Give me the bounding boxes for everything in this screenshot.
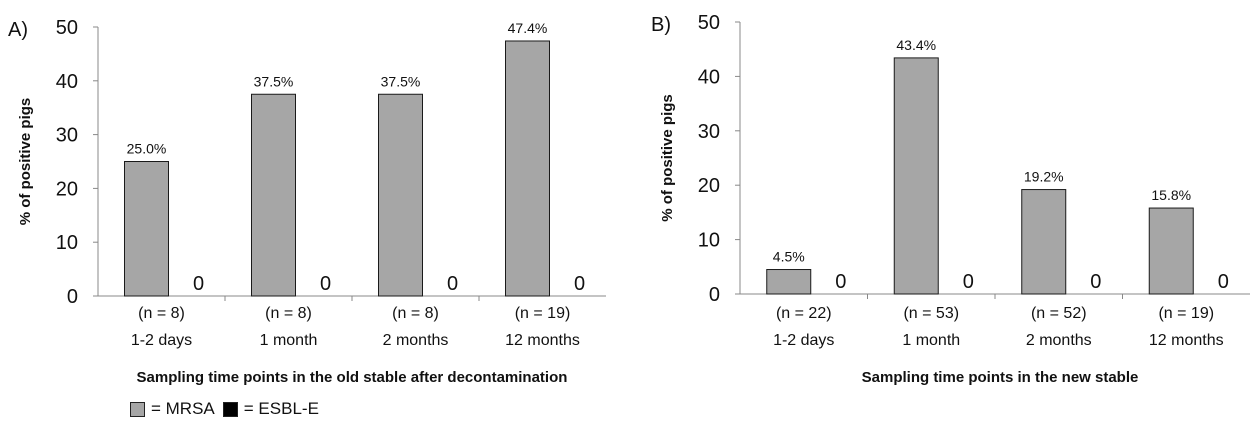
panel-a-y-tick-label: 30	[56, 125, 78, 147]
legend-esbl-label: = ESBL-E	[243, 399, 319, 418]
panel-b-label: B)	[651, 14, 671, 36]
panel-a-n-label: (n = 8)	[392, 305, 439, 322]
panel-b-x-axis-title: Sampling time points in the new stable	[862, 369, 1139, 386]
panel-b-n-label: (n = 52)	[1031, 305, 1087, 322]
panel-a-data-label-mrsa: 25.0%	[127, 141, 167, 157]
panel-a-y-axis-title: % of positive pigs	[17, 98, 34, 226]
panel-a-bar-mrsa	[378, 93, 423, 297]
panel-a-y-tick-label: 50	[56, 17, 78, 39]
panel-a-bar-mrsa	[251, 93, 296, 297]
panel-b-data-label-mrsa: 15.8%	[1151, 187, 1191, 203]
panel-a-bar-mrsa	[505, 40, 550, 297]
panel-b-data-label-mrsa: 4.5%	[773, 249, 805, 265]
legend-mrsa-label: = MRSA	[151, 399, 215, 418]
panel-b-y-tick-label: 10	[698, 230, 720, 252]
panel-a-data-label-esbl: 0	[574, 273, 585, 295]
panel-b-y-tick-label: 30	[698, 121, 720, 143]
panel-a-category-label: 2 months	[383, 332, 449, 349]
panel-b-category-label: 1 month	[902, 332, 960, 349]
panel-b-data-label-esbl: 0	[1090, 271, 1101, 293]
panel-a-n-label: (n = 19)	[515, 305, 571, 322]
panel-a-label: A)	[8, 19, 28, 41]
panel-b-category-label: 2 months	[1026, 332, 1092, 349]
panel-a-y-tick-label: 0	[67, 286, 78, 308]
panel-b-y-axis-title: % of positive pigs	[659, 94, 676, 222]
panel-b-n-label: (n = 22)	[776, 305, 832, 322]
panel-b-category-label: 1-2 days	[773, 332, 834, 349]
panel-b-n-label: (n = 19)	[1158, 305, 1214, 322]
panel-b-bar-mrsa	[893, 57, 939, 295]
panel-b-y-tick-label: 50	[698, 12, 720, 34]
panel-a-y-tick-label: 40	[56, 71, 78, 93]
panel-b-y-tick-label: 20	[698, 175, 720, 197]
panel-b-data-label-esbl: 0	[835, 271, 846, 293]
panel-b-category-label: 12 months	[1149, 332, 1224, 349]
panel-a-category-label: 12 months	[505, 332, 580, 349]
panel-b-bar-mrsa	[766, 269, 812, 295]
panel-a-category-label: 1-2 days	[131, 332, 192, 349]
panel-a-data-label-mrsa: 37.5%	[381, 73, 421, 89]
panel-a-data-label-esbl: 0	[193, 273, 204, 295]
panel-a-x-axis-title: Sampling time points in the old stable a…	[137, 369, 568, 386]
panel-a-data-label-esbl: 0	[447, 273, 458, 295]
panel-a-bar-mrsa	[124, 161, 169, 297]
panel-a-n-label: (n = 8)	[138, 305, 185, 322]
panel-a-data-label-mrsa: 47.4%	[508, 20, 548, 36]
legend-mrsa-swatch	[130, 401, 145, 417]
panel-b-data-label-mrsa: 43.4%	[896, 37, 936, 53]
panel-b-data-label-esbl: 0	[963, 271, 974, 293]
panel-b-bar-mrsa	[1021, 189, 1067, 295]
panel-a-data-label-mrsa: 37.5%	[254, 73, 294, 89]
panel-b-y-tick-label: 40	[698, 66, 720, 88]
panel-b-n-label: (n = 53)	[903, 305, 959, 322]
panel-b-y-tick-label: 0	[709, 284, 720, 306]
panel-a-category-label: 1 month	[260, 332, 318, 349]
legend: = MRSA = ESBL-E	[130, 398, 319, 420]
panel-a-data-label-esbl: 0	[320, 273, 331, 295]
legend-esbl-swatch	[222, 401, 238, 417]
panel-b-data-label-mrsa: 19.2%	[1024, 169, 1064, 185]
panel-b-bar-mrsa	[1148, 207, 1194, 295]
panel-a-y-tick-label: 10	[56, 232, 78, 254]
panel-a-y-tick-label: 20	[56, 178, 78, 200]
panel-a-n-label: (n = 8)	[265, 305, 312, 322]
panel-b-data-label-esbl: 0	[1218, 271, 1229, 293]
